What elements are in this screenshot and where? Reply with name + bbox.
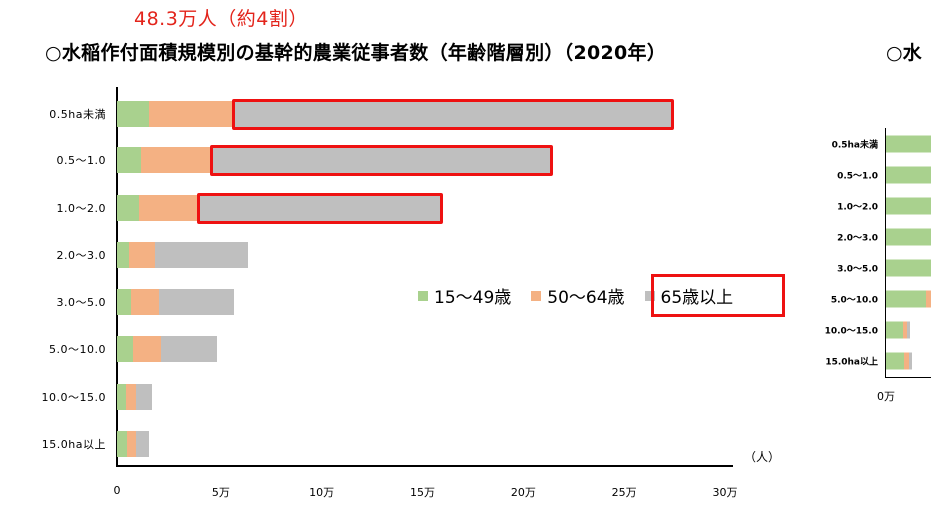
bar-row	[117, 384, 152, 410]
bar-segment	[141, 147, 210, 173]
bar-segment	[886, 321, 903, 339]
bar-segment	[903, 321, 907, 339]
bar-segment	[886, 290, 926, 308]
right-panel-category-label: 2.0〜3.0	[837, 233, 878, 244]
category-label: 5.0〜10.0	[49, 343, 106, 356]
x-tick-label: 25万	[611, 486, 637, 499]
bar-segment	[117, 195, 139, 221]
x-tick-label: 5万	[211, 486, 230, 499]
x-tick-label: 15万	[410, 486, 435, 499]
bar-segment	[926, 290, 931, 308]
bar-segment	[136, 431, 149, 457]
category-label: 15.0ha以上	[41, 438, 106, 451]
right-panel-title: ○水	[886, 42, 922, 64]
bar-segment	[117, 147, 141, 173]
bar-segment	[886, 166, 931, 184]
x-tick-label: 10万	[309, 486, 335, 499]
bar-segment	[127, 431, 136, 457]
bar-segment	[909, 352, 912, 370]
category-label: 10.0〜15.0	[41, 391, 106, 404]
legend-label: 65歳以上	[660, 288, 734, 308]
highlighted-bar-segment	[210, 144, 553, 176]
bar-segment	[117, 336, 133, 362]
legend-highlight-box	[651, 274, 785, 317]
bar-segment	[129, 242, 155, 268]
right-panel-bar	[886, 166, 931, 184]
category-label: 0.5〜1.0	[56, 154, 106, 167]
bar-segment	[117, 289, 131, 315]
bar-segment	[139, 195, 197, 221]
right-panel-category-label: 15.0ha以上	[825, 357, 878, 368]
right-panel-bar	[886, 259, 931, 277]
category-label: 0.5ha未満	[49, 108, 106, 121]
right-panel-category-label: 3.0〜5.0	[837, 264, 878, 275]
category-label: 3.0〜5.0	[56, 296, 106, 309]
bar-segment	[133, 336, 161, 362]
x-axis-unit-label: （人）	[744, 450, 781, 464]
bar-row	[117, 144, 553, 176]
legend-swatch-green	[418, 290, 428, 301]
bar-segment	[155, 242, 248, 268]
x-tick-label: 0	[113, 484, 121, 497]
bar-segment	[907, 321, 910, 339]
right-panel-bar	[886, 321, 910, 339]
legend-item-15-49: 15〜49歳	[418, 283, 511, 308]
right-panel-x-axis	[885, 377, 931, 378]
bar-row	[117, 242, 248, 268]
bar-row	[117, 336, 217, 362]
highlighted-bar-segment	[232, 98, 674, 130]
right-panel-category-label: 10.0〜15.0	[824, 326, 878, 337]
bar-segment	[159, 289, 234, 315]
y-axis-line	[116, 87, 118, 466]
category-label: 1.0〜2.0	[56, 202, 106, 215]
bar-segment	[117, 384, 126, 410]
legend-swatch-orange	[531, 290, 542, 301]
right-panel-category-label: 1.0〜2.0	[837, 202, 878, 213]
bar-segment	[136, 384, 152, 410]
bar-segment	[904, 352, 909, 370]
legend-label: 15〜49歳	[434, 288, 512, 308]
bar-row	[117, 192, 443, 224]
bar-segment	[117, 431, 127, 457]
right-panel-y-axis	[885, 128, 886, 378]
right-panel-bar	[886, 228, 931, 246]
bar-segment	[149, 101, 232, 127]
highlighted-bar-segment	[197, 192, 443, 224]
bar-segment	[886, 352, 904, 370]
bar-segment	[117, 242, 129, 268]
callout-annotation: 48.3万人（約4割）	[134, 8, 308, 30]
bar-segment	[886, 197, 931, 215]
right-panel-bar	[886, 197, 931, 215]
category-label: 2.0〜3.0	[56, 249, 106, 262]
legend-swatch-gray	[644, 290, 655, 301]
bar-segment	[886, 135, 931, 153]
right-panel-category-label: 5.0〜10.0	[830, 295, 878, 306]
chart-legend: 15〜49歳 50〜64歳 65歳以上	[418, 283, 753, 308]
legend-item-65-plus: 65歳以上	[644, 283, 734, 308]
bar-segment	[117, 101, 149, 127]
bar-segment	[126, 384, 136, 410]
right-panel-bar	[886, 352, 912, 370]
x-axis-line	[116, 465, 733, 467]
legend-label: 50〜64歳	[547, 288, 625, 308]
x-tick-label: 30万	[712, 486, 738, 499]
bar-segment	[886, 228, 931, 246]
bar-segment	[886, 259, 931, 277]
right-panel-x-tick: 0万	[877, 390, 895, 403]
bar-segment	[161, 336, 217, 362]
bar-row	[117, 431, 149, 457]
bar-row	[117, 289, 234, 315]
right-panel-category-label: 0.5ha未満	[831, 140, 878, 151]
bar-row	[117, 98, 674, 130]
right-panel-category-label: 0.5〜1.0	[837, 171, 878, 182]
legend-item-50-64: 50〜64歳	[531, 283, 625, 308]
bar-segment	[131, 289, 159, 315]
chart-title: ○水稲作付面積規模別の基幹的農業従事者数（年齢階層別）（2020年）	[45, 42, 667, 64]
right-panel-bar	[886, 135, 931, 153]
x-tick-label: 20万	[510, 486, 536, 499]
right-panel-bar	[886, 290, 931, 308]
